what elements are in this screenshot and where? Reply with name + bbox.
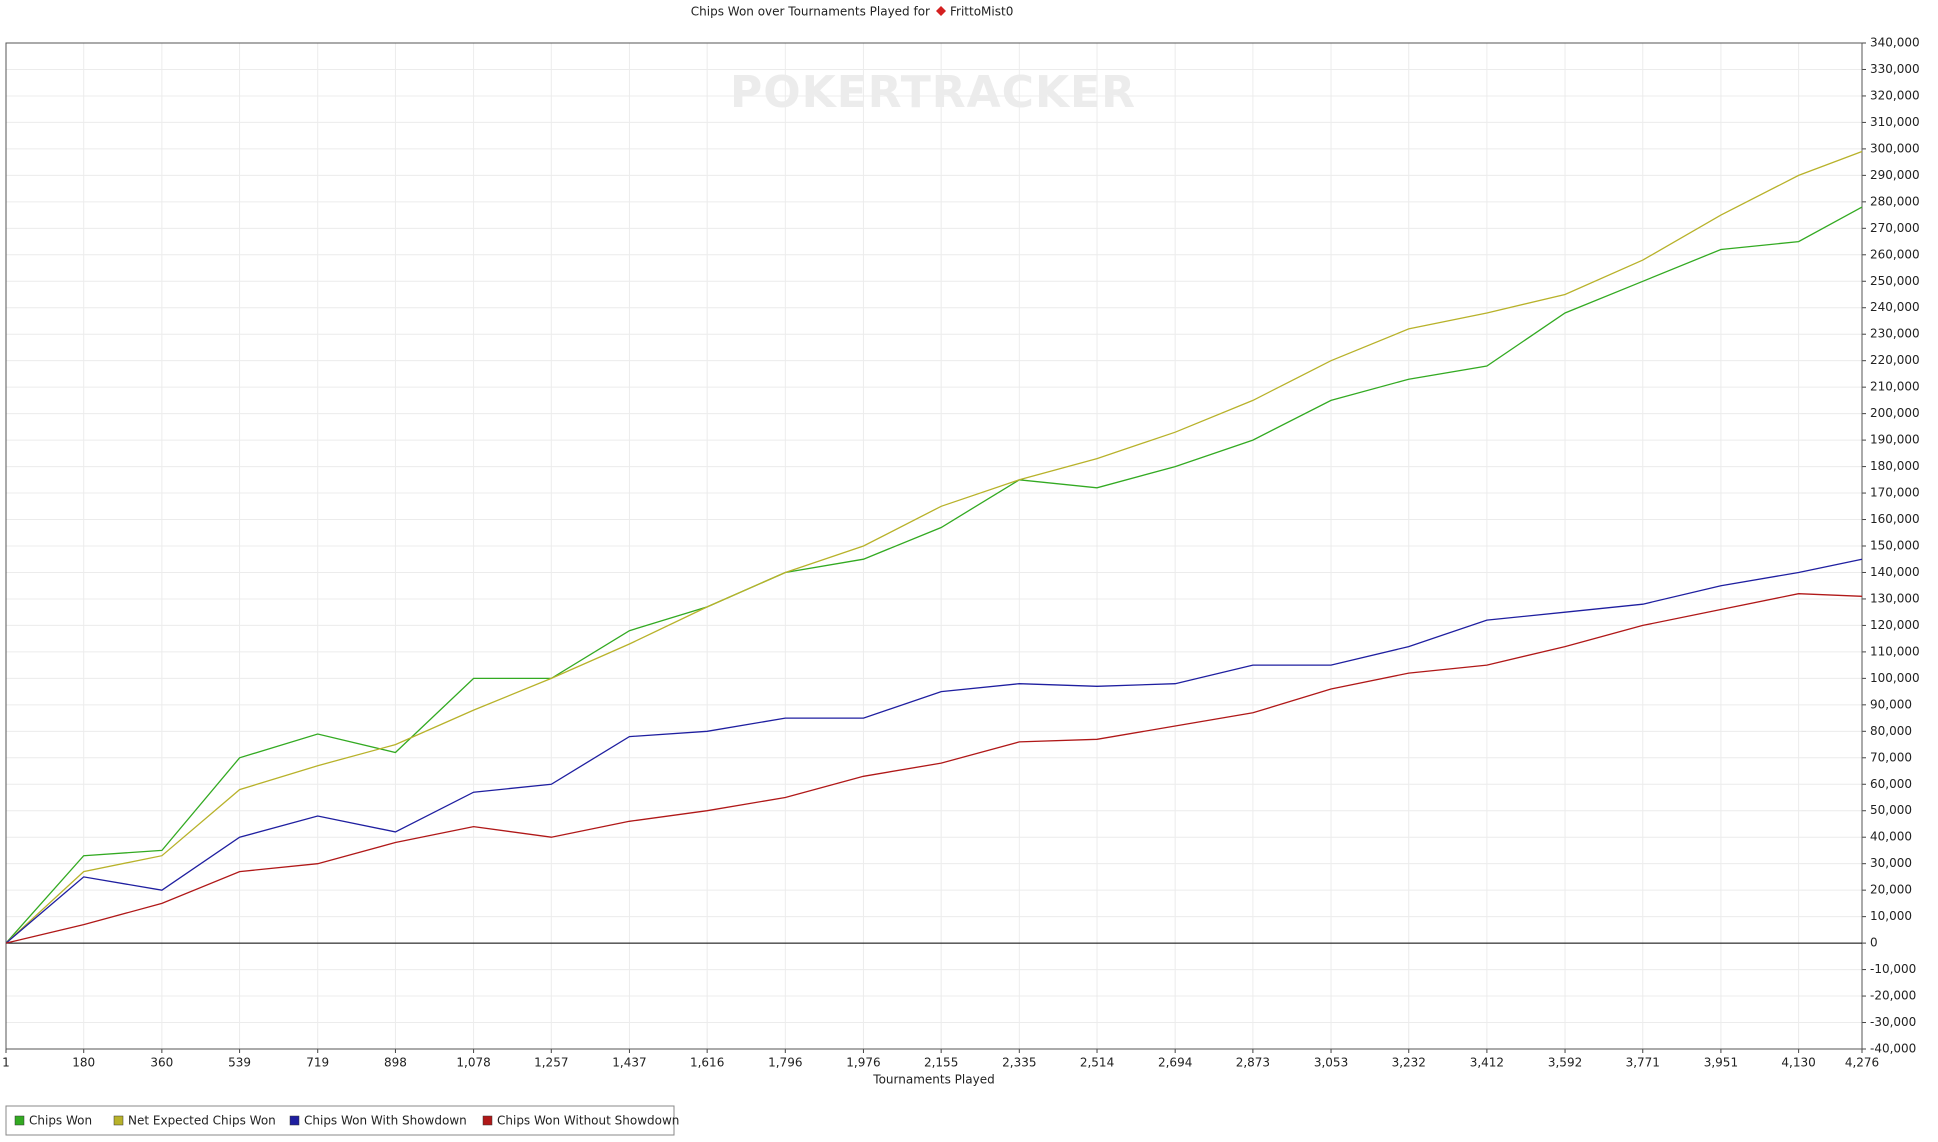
y-tick-label: 70,000 bbox=[1870, 750, 1912, 764]
y-tick-label: 300,000 bbox=[1870, 141, 1920, 155]
x-tick-label: 3,951 bbox=[1704, 1056, 1738, 1070]
y-tick-label: 250,000 bbox=[1870, 274, 1920, 288]
y-tick-label: 260,000 bbox=[1870, 247, 1920, 261]
y-tick-label: 60,000 bbox=[1870, 777, 1912, 791]
legend-swatch bbox=[482, 1115, 493, 1126]
y-tick-label: 100,000 bbox=[1870, 671, 1920, 685]
y-tick-label: 40,000 bbox=[1870, 830, 1912, 844]
y-tick-label: 150,000 bbox=[1870, 539, 1920, 553]
y-tick-label: 170,000 bbox=[1870, 486, 1920, 500]
x-tick-label: 2,873 bbox=[1236, 1056, 1270, 1070]
x-tick-label: 539 bbox=[228, 1056, 251, 1070]
x-tick-label: 898 bbox=[384, 1056, 407, 1070]
y-tick-label: 230,000 bbox=[1870, 327, 1920, 341]
y-tick-label: 20,000 bbox=[1870, 883, 1912, 897]
y-tick-label: 120,000 bbox=[1870, 618, 1920, 632]
x-tick-label: 360 bbox=[150, 1056, 173, 1070]
x-axis-label: Tournaments Played bbox=[872, 1073, 994, 1087]
x-tick-label: 4,130 bbox=[1781, 1056, 1815, 1070]
y-tick-label: 320,000 bbox=[1870, 88, 1920, 102]
x-tick-label: 1,078 bbox=[456, 1056, 490, 1070]
watermark: POKERTRACKER bbox=[730, 67, 1136, 118]
x-tick-label: 2,335 bbox=[1002, 1056, 1036, 1070]
player-name: FrittoMist0 bbox=[950, 5, 1013, 19]
series-line bbox=[5, 558, 1863, 944]
y-tick-label: 220,000 bbox=[1870, 353, 1920, 367]
y-tick-label: 210,000 bbox=[1870, 380, 1920, 394]
x-tick-label: 2,694 bbox=[1158, 1056, 1192, 1070]
legend-label: Chips Won Without Showdown bbox=[497, 1114, 679, 1128]
y-tick-label: 180,000 bbox=[1870, 459, 1920, 473]
chart-title: Chips Won over Tournaments Played for bbox=[691, 5, 930, 19]
x-tick-label: 2,514 bbox=[1080, 1056, 1114, 1070]
y-tick-label: 80,000 bbox=[1870, 724, 1912, 738]
series-line bbox=[5, 206, 1863, 944]
legend-label: Chips Won bbox=[29, 1114, 92, 1128]
x-tick-label: 719 bbox=[306, 1056, 329, 1070]
y-tick-label: 90,000 bbox=[1870, 697, 1912, 711]
legend-swatch bbox=[113, 1115, 124, 1126]
x-tick-label: 1,796 bbox=[768, 1056, 802, 1070]
y-tick-label: -10,000 bbox=[1870, 962, 1916, 976]
y-tick-label: 130,000 bbox=[1870, 591, 1920, 605]
y-tick-label: 0 bbox=[1870, 936, 1878, 950]
x-tick-label: 3,412 bbox=[1470, 1056, 1504, 1070]
x-tick-label: 180 bbox=[72, 1056, 95, 1070]
x-tick-label: 1,616 bbox=[690, 1056, 724, 1070]
y-tick-label: 240,000 bbox=[1870, 300, 1920, 314]
legend-swatch bbox=[289, 1115, 300, 1126]
y-tick-label: 290,000 bbox=[1870, 168, 1920, 182]
legend-label: Chips Won With Showdown bbox=[304, 1114, 467, 1128]
plot-frame bbox=[5, 42, 1863, 1050]
y-tick-label: 10,000 bbox=[1870, 909, 1912, 923]
y-tick-label: 340,000 bbox=[1870, 36, 1920, 50]
y-tick-label: -40,000 bbox=[1870, 1042, 1916, 1056]
y-tick-label: 30,000 bbox=[1870, 856, 1912, 870]
y-tick-label: 160,000 bbox=[1870, 512, 1920, 526]
x-tick-label: 4,276 bbox=[1845, 1056, 1879, 1070]
series-line bbox=[5, 593, 1863, 944]
legend-swatch bbox=[14, 1115, 25, 1126]
x-tick-label: 2,155 bbox=[924, 1056, 958, 1070]
x-tick-label: 3,232 bbox=[1392, 1056, 1426, 1070]
x-tick-label: 1,437 bbox=[612, 1056, 646, 1070]
y-tick-label: -20,000 bbox=[1870, 989, 1916, 1003]
x-tick-label: 3,053 bbox=[1314, 1056, 1348, 1070]
x-tick-label: 3,771 bbox=[1626, 1056, 1660, 1070]
y-tick-label: 140,000 bbox=[1870, 565, 1920, 579]
y-tick-label: 110,000 bbox=[1870, 644, 1920, 658]
y-tick-label: 200,000 bbox=[1870, 406, 1920, 420]
player-icon bbox=[936, 6, 946, 16]
x-tick-label: 3,592 bbox=[1548, 1056, 1582, 1070]
y-tick-label: 190,000 bbox=[1870, 433, 1920, 447]
legend-label: Net Expected Chips Won bbox=[128, 1114, 276, 1128]
y-tick-label: 280,000 bbox=[1870, 194, 1920, 208]
series-line bbox=[5, 150, 1863, 944]
y-tick-label: 330,000 bbox=[1870, 62, 1920, 76]
y-tick-label: -30,000 bbox=[1870, 1015, 1916, 1029]
y-tick-label: 310,000 bbox=[1870, 115, 1920, 129]
x-tick-label: 1,257 bbox=[534, 1056, 568, 1070]
y-tick-label: 50,000 bbox=[1870, 803, 1912, 817]
y-tick-label: 270,000 bbox=[1870, 221, 1920, 235]
x-tick-label: 1 bbox=[2, 1056, 10, 1070]
x-tick-label: 1,976 bbox=[846, 1056, 880, 1070]
